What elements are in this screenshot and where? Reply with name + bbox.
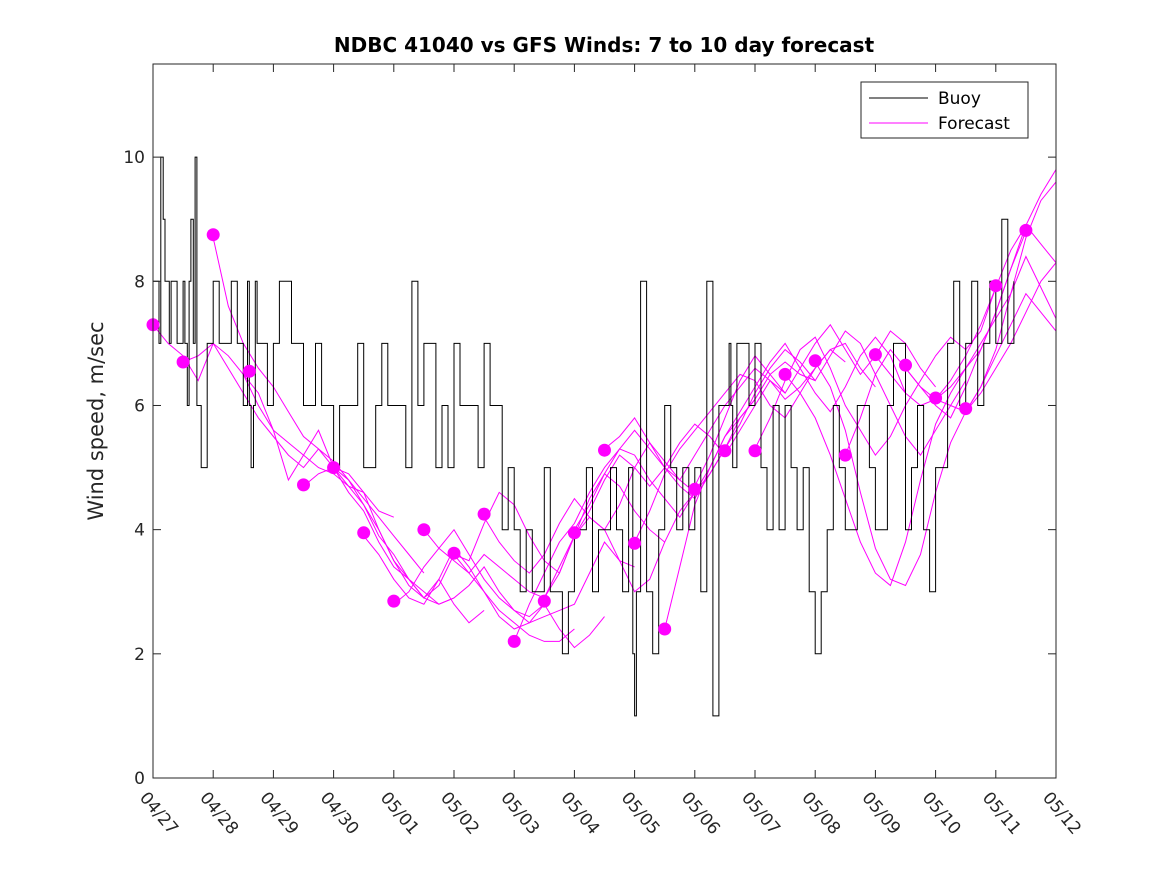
forecast-marker-6	[327, 461, 341, 475]
forecast-line-18	[694, 323, 936, 487]
y-tick-label: 2	[134, 645, 145, 665]
forecast-marker-9	[417, 523, 431, 537]
legend-box	[860, 81, 1029, 139]
forecast-line-12	[513, 398, 756, 642]
forecast-marker-20	[748, 444, 762, 458]
y-tick-label: 4	[134, 521, 145, 541]
y-tick-label: 8	[134, 272, 145, 292]
plot-background	[153, 64, 1056, 778]
forecast-marker-22	[808, 354, 822, 368]
chart-title: NDBC 41040 vs GFS Winds: 7 to 10 day for…	[334, 33, 875, 57]
forecast-marker-15	[598, 443, 611, 457]
forecast-marker-12	[507, 634, 521, 648]
y-tick-label: 6	[134, 396, 145, 416]
forecast-marker-7	[357, 526, 371, 540]
legend-label-1: Buoy	[938, 89, 981, 109]
forecast-marker-24	[868, 348, 882, 362]
forecast-marker-5	[297, 478, 310, 492]
forecast-line-17	[664, 336, 906, 630]
forecast-line-7	[363, 535, 605, 649]
forecast-marker-3	[206, 228, 220, 242]
forecast-marker-23	[838, 448, 852, 462]
forecast-marker-4	[242, 364, 256, 378]
forecast-marker-25	[899, 358, 912, 372]
y-tick-label: 0	[134, 769, 145, 789]
forecast-marker-10	[447, 546, 461, 560]
forecast-marker-14	[567, 526, 581, 540]
forecast-marker-26	[929, 391, 943, 405]
forecast-line-2	[182, 342, 425, 574]
forecast-marker-28	[989, 279, 1003, 293]
axes-box	[152, 63, 1057, 779]
y-axis-title: Wind speed, m/sec	[84, 321, 108, 520]
forecast-marker-8	[387, 594, 401, 608]
y-tick-label: 10	[123, 148, 145, 168]
forecast-marker-19	[718, 444, 732, 458]
forecast-markers	[146, 223, 1033, 648]
forecast-marker-27	[959, 402, 973, 416]
legend: Buoy Forecast	[860, 81, 1029, 139]
forecast-line-26	[935, 292, 1056, 413]
forecast-marker-13	[537, 594, 551, 608]
legend-label-2: Forecast	[938, 114, 1010, 134]
forecast-marker-2	[176, 355, 190, 369]
forecast-marker-21	[778, 367, 792, 381]
forecast-line-19	[724, 330, 967, 456]
forecast-line-8	[393, 528, 635, 624]
buoy-line	[153, 156, 1015, 717]
forecast-marker-18	[688, 482, 702, 496]
forecast-line-20	[754, 287, 997, 456]
forecast-marker-29	[1019, 223, 1033, 237]
plot-area	[146, 64, 1056, 778]
forecast-marker-16	[628, 536, 642, 550]
forecast-line-23	[844, 169, 1056, 456]
forecast-marker-11	[477, 507, 491, 521]
forecast-marker-17	[658, 622, 672, 636]
buoy-series	[153, 156, 1015, 717]
